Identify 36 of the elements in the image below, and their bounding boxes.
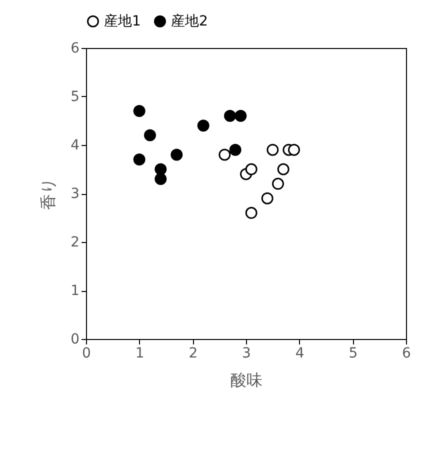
y-tick-label: 3 — [70, 186, 80, 202]
x-tick-label: 6 — [402, 346, 412, 362]
point — [277, 163, 290, 176]
y-tick-label: 6 — [70, 40, 80, 56]
point — [288, 144, 300, 156]
x-tick-label: 3 — [242, 346, 251, 362]
legend-label: 産地1 — [104, 13, 141, 30]
legend-label: 産地2 — [171, 13, 208, 30]
point — [272, 178, 284, 190]
point — [245, 206, 258, 219]
y-tick-label: 1 — [70, 283, 80, 299]
x-axis-title: 酸味 — [230, 370, 262, 390]
point — [133, 105, 146, 118]
x-tick-label: 2 — [188, 346, 198, 362]
point — [229, 144, 242, 156]
point — [218, 148, 231, 161]
y-axis-title: 香り — [38, 178, 58, 210]
x-tick-label: 5 — [348, 346, 358, 362]
point — [154, 163, 167, 176]
point — [144, 129, 156, 142]
point — [133, 154, 146, 166]
point — [234, 110, 247, 122]
point — [154, 172, 167, 185]
point — [197, 120, 210, 132]
point — [224, 110, 236, 122]
point — [261, 192, 274, 204]
y-tick-label: 2 — [70, 234, 80, 250]
y-tick-label: 4 — [70, 138, 80, 154]
x-tick-label: 4 — [295, 346, 304, 362]
point — [170, 148, 183, 161]
y-tick-label: 5 — [70, 89, 80, 105]
x-tick-label: 0 — [82, 346, 91, 362]
x-tick-label: 1 — [135, 346, 144, 362]
point — [266, 144, 279, 156]
y-tick-label: 0 — [70, 332, 80, 348]
point — [245, 163, 258, 176]
